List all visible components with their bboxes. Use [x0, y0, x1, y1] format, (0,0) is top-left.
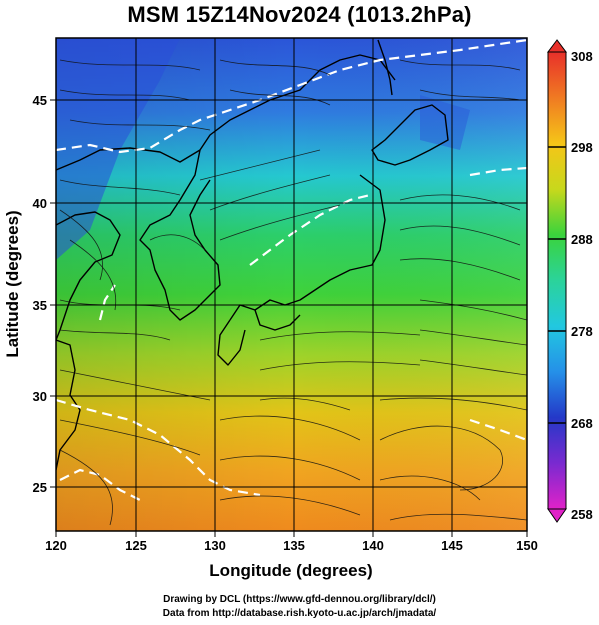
x-tick-label: 130 — [204, 538, 226, 553]
credit-data-source: Data from http://database.rish.kyoto-u.a… — [162, 608, 437, 619]
y-tick-label: 35 — [33, 298, 47, 313]
x-tick-label: 145 — [441, 538, 463, 553]
colorbar-bottom-arrow — [547, 508, 567, 523]
x-tick-marks — [55, 531, 528, 537]
credit-drawing: Drawing by DCL (https://www.gfd-dennou.o… — [163, 594, 436, 605]
y-tick-label: 30 — [33, 389, 47, 404]
colorbar-tick-label: 268 — [571, 416, 593, 431]
y-tick-marks — [50, 99, 56, 488]
x-tick-label: 125 — [125, 538, 147, 553]
y-tick-label: 25 — [33, 480, 47, 495]
colorbar: 308 298 288 278 268 258 — [547, 39, 593, 523]
y-tick-labels: 25 30 35 40 45 — [33, 93, 47, 495]
colorbar-top-arrow — [547, 39, 567, 53]
colorbar-tick-label: 288 — [571, 232, 593, 247]
x-tick-label: 140 — [362, 538, 384, 553]
grid-lines — [56, 38, 527, 531]
x-tick-label: 150 — [516, 538, 538, 553]
x-tick-label: 120 — [45, 538, 67, 553]
y-axis-label: Latitude (degrees) — [3, 210, 22, 357]
x-tick-labels: 120 125 130 135 140 145 150 — [45, 538, 538, 553]
map-plot-area — [56, 38, 527, 531]
x-tick-label: 135 — [283, 538, 305, 553]
plot-frame — [55, 37, 528, 532]
coastlines — [56, 39, 449, 471]
colorbar-tick-label: 308 — [571, 49, 593, 64]
colorbar-gradient — [547, 51, 567, 510]
y-tick-label: 40 — [33, 196, 47, 211]
x-axis-label: Longitude (degrees) — [209, 561, 372, 580]
y-tick-label: 45 — [33, 93, 47, 108]
colorbar-tick-label: 298 — [571, 140, 593, 155]
map-title: MSM 15Z14Nov2024 (1013.2hPa) — [127, 2, 472, 27]
colorbar-tick-label: 258 — [571, 507, 593, 522]
colorbar-tick-label: 278 — [571, 324, 593, 339]
wind-streamlines — [59, 59, 527, 526]
